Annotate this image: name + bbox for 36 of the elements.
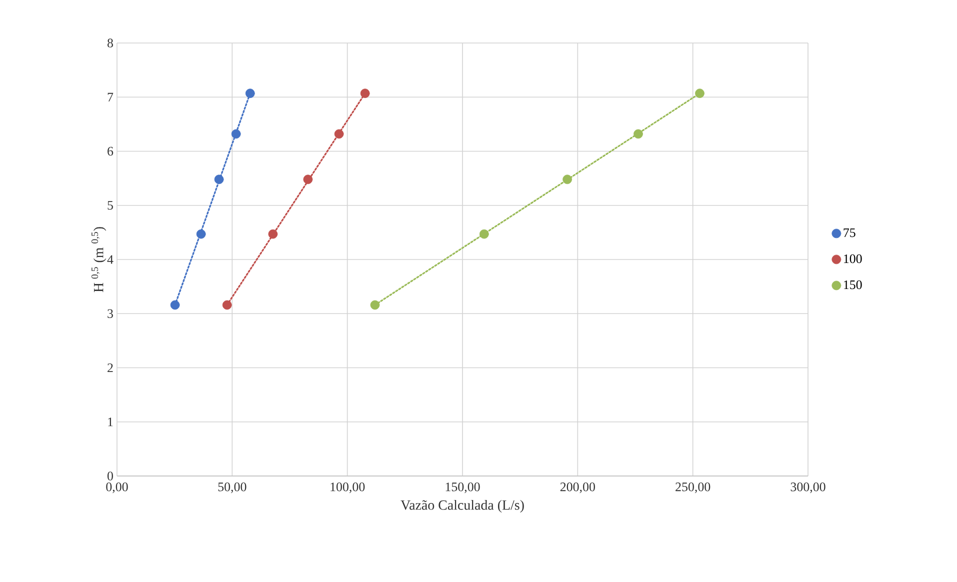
point xyxy=(370,300,380,310)
legend-label: 150 xyxy=(844,280,862,290)
point xyxy=(695,88,704,98)
legend-label: 75 xyxy=(844,228,856,238)
y-tick-label: 3 xyxy=(108,309,113,318)
x-tick-label: 150,00 xyxy=(446,482,480,494)
y-tick-label: 0 xyxy=(108,472,113,480)
x-axis-title: Vazão Calculada (L/s) xyxy=(400,500,524,513)
point xyxy=(334,129,344,139)
y-tick-label: 7 xyxy=(108,92,114,102)
legend-label: 100 xyxy=(844,254,862,264)
point xyxy=(231,129,241,139)
x-tick-label: 300,00 xyxy=(790,482,826,494)
point xyxy=(479,229,489,239)
y-axis-title: H $^{0,5}$ (m $^{0,5}$) xyxy=(91,227,106,292)
point xyxy=(245,88,255,98)
point xyxy=(268,229,278,239)
y-tick-label: 6 xyxy=(108,146,114,156)
point xyxy=(303,174,313,184)
point xyxy=(360,88,370,98)
point xyxy=(196,229,206,239)
y-tick-label: 1 xyxy=(108,418,113,426)
point xyxy=(214,174,224,184)
point xyxy=(562,174,572,184)
y-tick-label: 2 xyxy=(108,363,113,372)
x-tick-label: 50,00 xyxy=(218,482,246,494)
point xyxy=(222,300,232,310)
point xyxy=(634,129,643,139)
y-tick-label: 5 xyxy=(108,201,113,210)
y-tick-label: 4 xyxy=(107,255,114,264)
point xyxy=(170,300,180,310)
x-tick-label: 200,00 xyxy=(560,482,595,494)
y-tick-label: 8 xyxy=(108,38,113,48)
x-tick-label: 0,00 xyxy=(106,482,128,494)
x-tick-label: 250,00 xyxy=(676,482,710,494)
x-tick-label: 100,00 xyxy=(330,482,365,494)
